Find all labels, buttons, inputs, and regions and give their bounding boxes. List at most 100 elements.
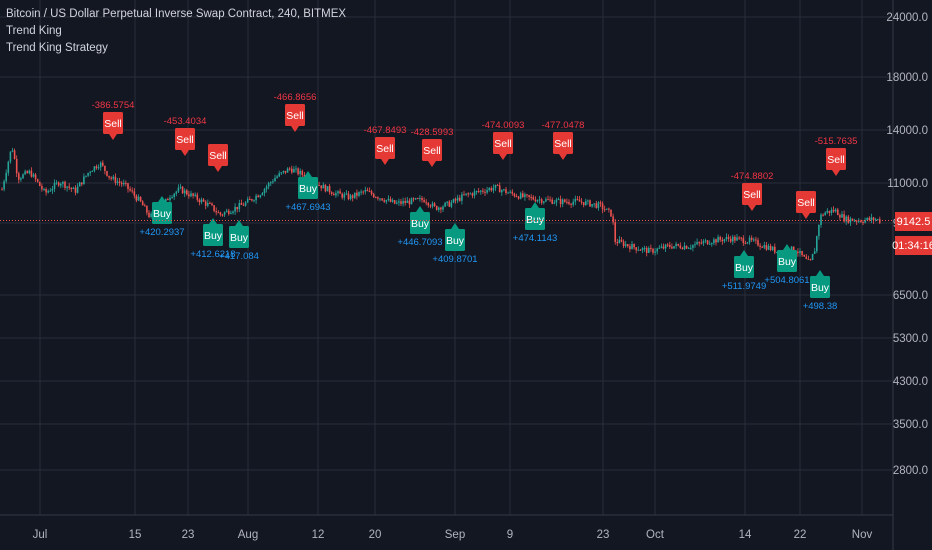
candle-body [482, 190, 484, 192]
candle-body [811, 253, 814, 261]
candle-body [167, 198, 169, 201]
candle-body [18, 173, 20, 180]
candle-body [513, 193, 516, 197]
candle-body [648, 247, 650, 253]
sell-signal: -474.0093 Sell [482, 120, 524, 160]
candle-body [664, 244, 667, 249]
candle-body [341, 193, 343, 198]
candle-body [303, 175, 306, 178]
candle-body [851, 218, 854, 221]
candle-body [326, 186, 329, 192]
candle-body [849, 218, 852, 223]
sell-profit-label: -386.5754 [92, 100, 135, 111]
candle-body [534, 199, 537, 202]
candle-body [181, 186, 184, 194]
sell-signal: -428.5993 Sell [411, 127, 453, 167]
candle-body [72, 187, 75, 190]
candle-body [511, 191, 514, 194]
buy-label: Buy [299, 183, 318, 195]
sell-label: Sell [554, 138, 572, 150]
candle-body [236, 206, 238, 210]
candle-body [801, 250, 803, 256]
buy-pointer [531, 202, 539, 208]
candle-body [738, 237, 740, 239]
candle-body [192, 193, 194, 196]
candle-body [234, 206, 236, 212]
sell-box [375, 137, 395, 159]
candle-body [328, 186, 331, 193]
candle-body [656, 248, 658, 252]
x-tick-label: Nov [852, 529, 873, 541]
buy-box [298, 177, 318, 199]
sell-box [826, 148, 846, 170]
sell-pointer [832, 170, 840, 176]
candle-body [429, 205, 432, 207]
candle-body [404, 200, 406, 203]
candle-body [211, 203, 213, 206]
candle-body [637, 249, 640, 251]
candle-body [843, 214, 845, 222]
candle-body [629, 246, 631, 250]
candle-body [370, 191, 373, 195]
candle-body [874, 219, 877, 221]
sell-profit-label: -466.8656 [274, 92, 317, 103]
x-tick-label: 20 [369, 529, 382, 541]
sell-pointer [802, 213, 810, 219]
candle-body [60, 183, 62, 186]
candle-body [280, 172, 283, 174]
candle-body [465, 193, 467, 195]
candle-body [148, 212, 150, 218]
candle-body [622, 241, 625, 247]
candle-body [423, 200, 425, 203]
sell-label: Sell [176, 134, 194, 146]
candle-body [278, 173, 280, 177]
candle-body [540, 199, 543, 203]
candle-body [372, 194, 375, 198]
candle-body [860, 220, 862, 223]
candle-body [74, 187, 77, 193]
candle-body [343, 194, 346, 198]
candle-body [427, 202, 430, 206]
candle-body [650, 247, 652, 249]
candle-body [123, 182, 125, 185]
candle-body [421, 198, 423, 201]
candle-body [337, 191, 339, 194]
buy-pointer [783, 244, 791, 250]
candle-body [654, 251, 656, 253]
candle-body [228, 210, 230, 214]
indicator-trend-king[interactable]: Trend King [6, 25, 62, 37]
sell-label: Sell [209, 150, 227, 162]
candle-body [34, 174, 37, 180]
candle-body [20, 178, 22, 180]
buy-signal: Buy +409.8701 [432, 223, 478, 265]
candle-body [251, 199, 253, 201]
candle-body [671, 246, 673, 249]
symbol-title[interactable]: Bitcoin / US Dollar Perpetual Inverse Sw… [6, 8, 347, 20]
sell-signal: -467.8493 Sell [364, 125, 406, 165]
candle-body [610, 209, 612, 217]
candle-body [85, 175, 87, 177]
candle-body [9, 151, 12, 162]
candle-body [616, 241, 619, 244]
candle-body [213, 205, 215, 212]
candle-body [620, 239, 623, 242]
candle-body [55, 182, 58, 184]
candle-body [568, 202, 570, 204]
candle-body [711, 243, 713, 245]
candle-body [666, 244, 669, 246]
buy-label: Buy [153, 208, 172, 220]
candle-body [15, 158, 18, 174]
candle-body [574, 198, 577, 202]
candle-body [448, 201, 451, 207]
candle-body [45, 188, 47, 193]
candle-body [230, 212, 232, 214]
x-tick-label: Sep [445, 529, 465, 541]
sell-pointer [381, 159, 389, 165]
candle-body [400, 201, 402, 204]
candle-body [22, 174, 24, 179]
indicator-trend-king-strategy[interactable]: Trend King Strategy [6, 42, 108, 54]
candle-body [95, 166, 98, 169]
candle-body [645, 247, 648, 253]
candle-body [582, 202, 585, 206]
